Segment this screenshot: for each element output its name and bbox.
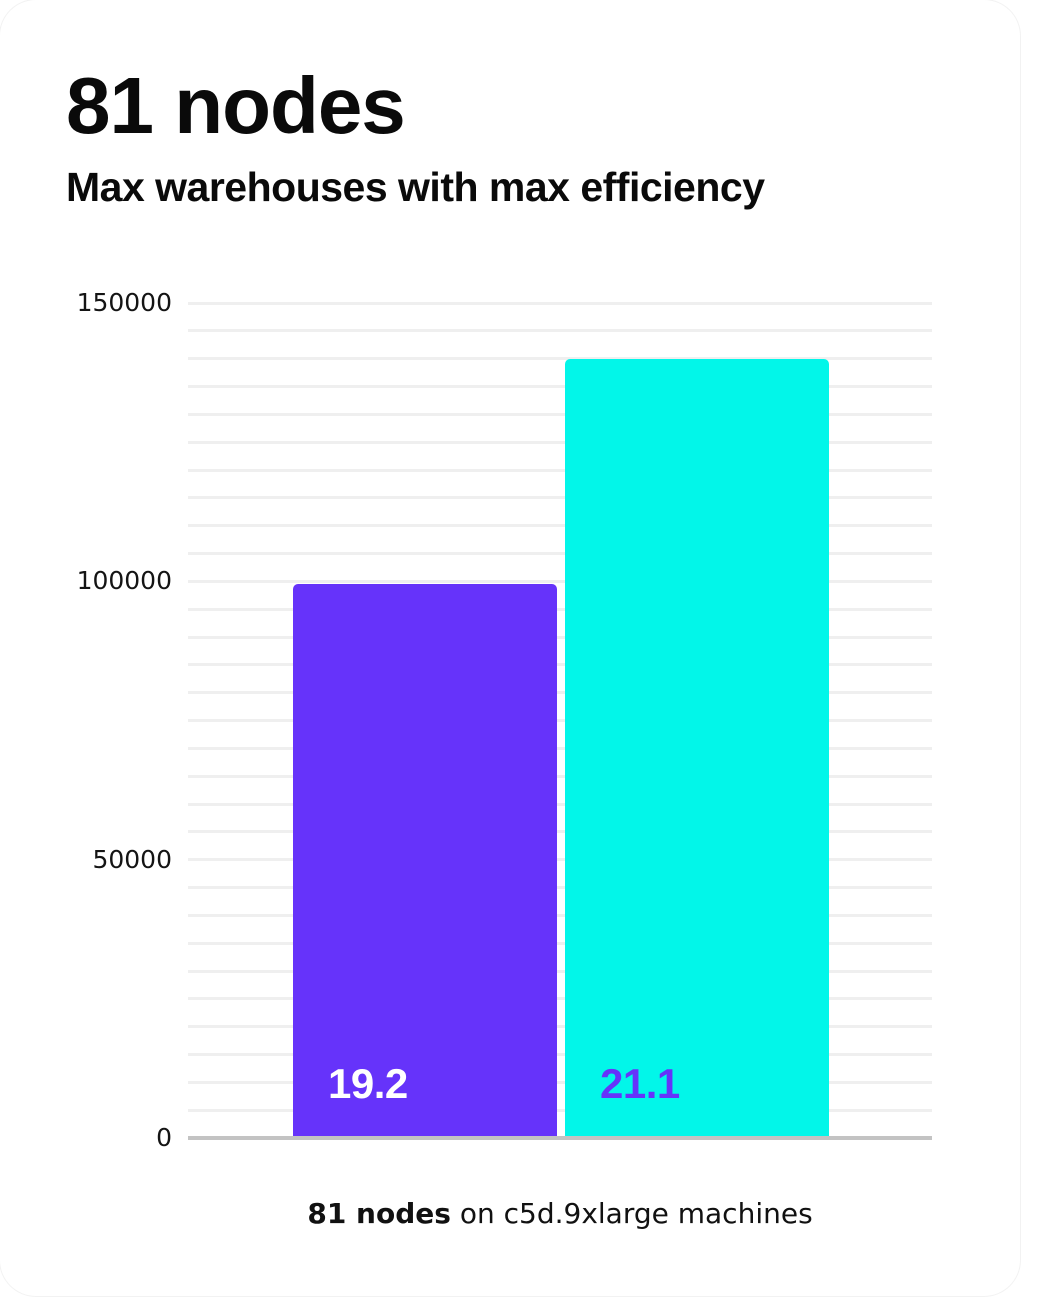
- gridline: [188, 357, 932, 361]
- gridline: [188, 746, 932, 750]
- gridline: [188, 1025, 932, 1029]
- gridline: [188, 1108, 932, 1112]
- gridline: [188, 579, 932, 583]
- gridline: [188, 663, 932, 667]
- gridline: [188, 913, 932, 917]
- caption-regular-text: on c5d.9xlarge machines: [450, 1197, 813, 1230]
- bar-value-label: 19.2: [328, 1060, 408, 1107]
- y-tick-label: 150000: [76, 288, 172, 317]
- gridline: [188, 969, 932, 973]
- gridline: [188, 941, 932, 945]
- gridline: [188, 1080, 932, 1084]
- gridline: [188, 301, 932, 305]
- gridline: [188, 468, 932, 472]
- gridline: [188, 1053, 932, 1056]
- gridline: [188, 997, 932, 1001]
- bar-21.1: 21.1: [565, 358, 829, 1138]
- gridline: [188, 496, 932, 500]
- chart-title: 81 nodes: [66, 61, 406, 150]
- gridline: [188, 719, 932, 722]
- plot-area: 19.2 21.1: [188, 301, 932, 1140]
- gridline: [188, 385, 932, 388]
- caption: 81 nodes on c5d.9xlarge machines: [188, 1196, 932, 1232]
- x-axis-line: [188, 1136, 932, 1140]
- gridline: [188, 412, 932, 416]
- gridline: [188, 830, 932, 834]
- bar-chart: 0 50000 100000 150000 19.2 21.1: [0, 290, 932, 1151]
- gridline: [188, 552, 932, 555]
- gridline: [188, 524, 932, 528]
- y-tick-label: 50000: [92, 844, 172, 874]
- gridline: [188, 774, 932, 778]
- gridline: [188, 440, 932, 444]
- gridline: [188, 329, 932, 333]
- caption-bold-text: 81 nodes: [307, 1197, 451, 1230]
- chart-subtitle: Max warehouses with max efficiency: [66, 164, 765, 210]
- gridline: [188, 691, 932, 695]
- gridline: [188, 802, 932, 806]
- bar-value-label: 21.1: [600, 1060, 680, 1107]
- y-tick-label: 100000: [76, 566, 172, 596]
- bar-19.2: 19.2: [293, 584, 557, 1138]
- gridline: [188, 635, 932, 639]
- y-tick-label: 0: [156, 1123, 172, 1152]
- gridline: [188, 607, 932, 611]
- chart-card: 81 nodes Max warehouses with max efficie…: [0, 61, 932, 1232]
- gridline: [188, 858, 932, 862]
- gridline: [188, 886, 932, 889]
- y-axis-labels: 0 50000 100000 150000: [0, 290, 172, 1151]
